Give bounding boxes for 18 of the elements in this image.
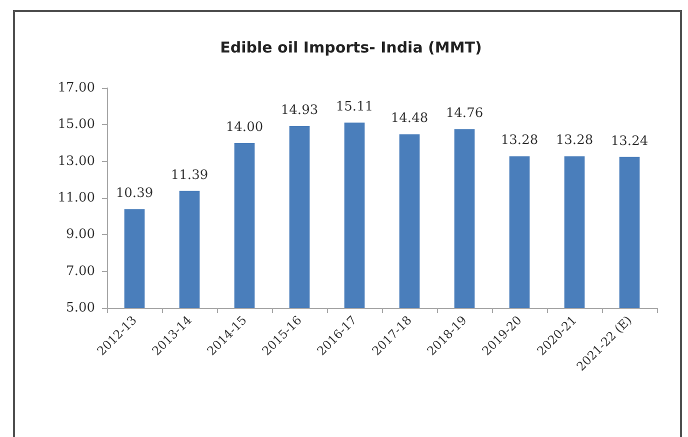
y-tick-label: 9.00 xyxy=(66,227,95,242)
data-label: 11.39 xyxy=(170,168,208,183)
data-label: 15.11 xyxy=(336,100,374,115)
data-label: 14.93 xyxy=(280,102,318,118)
data-label: 14.48 xyxy=(390,111,428,126)
y-tick-label: 7.00 xyxy=(66,264,95,279)
y-tick-label: 11.00 xyxy=(58,190,95,206)
data-label: 14.76 xyxy=(446,106,484,122)
data-label: 14.00 xyxy=(226,120,264,135)
chart-title: Edible oil Imports- India (MMT) xyxy=(220,38,482,56)
y-tick-label: 15.00 xyxy=(58,117,95,132)
data-label: 13.28 xyxy=(556,133,594,148)
y-tick-label: 5.00 xyxy=(66,300,95,316)
data-label: 10.39 xyxy=(116,186,154,202)
y-tick-label: 13.00 xyxy=(58,154,95,169)
data-label: 13.24 xyxy=(610,134,648,149)
y-tick-label: 17.00 xyxy=(58,80,95,96)
data-label: 13.28 xyxy=(500,133,538,148)
